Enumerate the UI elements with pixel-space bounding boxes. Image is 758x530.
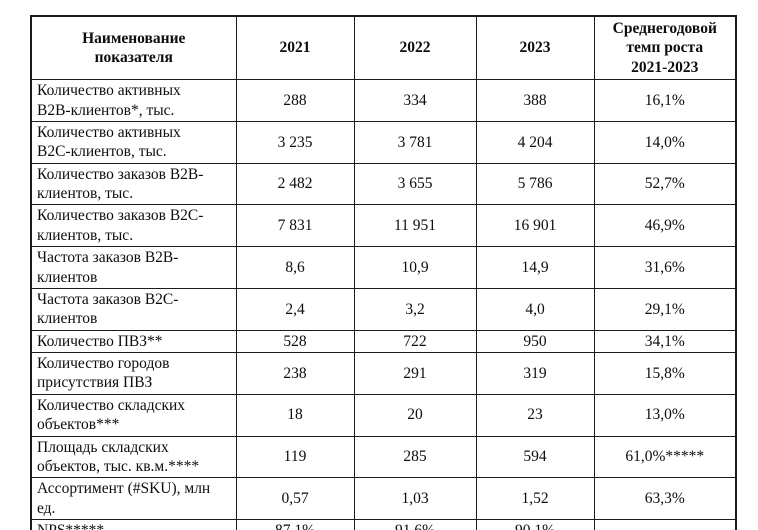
value-2021-cell: 119 [235, 435, 355, 479]
value-2022-cell: 3 655 [353, 162, 477, 206]
value-2023-cell: 594 [475, 435, 595, 479]
value-2021-cell: 528 [235, 329, 355, 354]
table-row: Частота заказов B2C- клиентов 2,4 3,2 4,… [30, 287, 737, 331]
table-row: Количество ПВЗ** 528 722 950 34,1% [30, 329, 737, 354]
value-2023-cell: 388 [475, 79, 595, 122]
value-2021-cell: 8,6 [235, 246, 355, 289]
value-2021-cell: 3 235 [235, 120, 355, 164]
kpi-table-wrapper: Наименование показателя 2021 2022 2023 С… [30, 15, 737, 530]
value-2021-cell: 2,4 [235, 287, 355, 331]
kpi-table: Наименование показателя 2021 2022 2023 С… [30, 15, 737, 530]
table-row: Количество активных B2B-клиентов*, тыс. … [30, 79, 737, 122]
value-2022-cell: 3,2 [353, 287, 477, 331]
metric-label-cell: NPS***** [30, 519, 237, 530]
cagr-cell: - [593, 519, 737, 530]
value-2021-cell: 2 482 [235, 162, 355, 206]
table-row: Ассортимент (#SKU), млн ед. 0,57 1,03 1,… [30, 477, 737, 520]
value-2023-cell: 14,9 [475, 246, 595, 289]
value-2022-cell: 1,03 [353, 477, 477, 520]
metric-label-cell: Количество активных B2C-клиентов, тыс. [30, 120, 237, 164]
header-cagr: Среднегодовой темп роста 2021-2023 [593, 15, 737, 81]
value-2023-cell: 16 901 [475, 204, 595, 248]
cagr-cell: 15,8% [593, 352, 737, 395]
value-2021-cell: 288 [235, 79, 355, 122]
metric-label-cell: Количество складских объектов*** [30, 393, 237, 437]
value-2023-cell: 90,1% [475, 519, 595, 530]
table-row: Количество активных B2C-клиентов, тыс. 3… [30, 120, 737, 164]
cagr-cell: 31,6% [593, 246, 737, 289]
cagr-cell: 63,3% [593, 477, 737, 520]
header-year-2022: 2022 [353, 15, 477, 81]
table-row: Частота заказов B2B- клиентов 8,6 10,9 1… [30, 246, 737, 289]
header-indicator-name: Наименование показателя [30, 15, 237, 81]
value-2022-cell: 334 [353, 79, 477, 122]
value-2023-cell: 319 [475, 352, 595, 395]
metric-label-cell: Площадь складских объектов, тыс. кв.м.**… [30, 435, 237, 479]
value-2021-cell: 18 [235, 393, 355, 437]
value-2021-cell: 0,57 [235, 477, 355, 520]
table-header-row: Наименование показателя 2021 2022 2023 С… [30, 15, 737, 81]
table-row: Количество заказов B2C- клиентов, тыс. 7… [30, 204, 737, 248]
header-year-2023: 2023 [475, 15, 595, 81]
metric-label-cell: Частота заказов B2C- клиентов [30, 287, 237, 331]
header-year-2021: 2021 [235, 15, 355, 81]
cagr-cell: 52,7% [593, 162, 737, 206]
value-2023-cell: 4,0 [475, 287, 595, 331]
table-row: Площадь складских объектов, тыс. кв.м.**… [30, 435, 737, 479]
metric-label-cell: Количество активных B2B-клиентов*, тыс. [30, 79, 237, 122]
value-2022-cell: 10,9 [353, 246, 477, 289]
metric-label-cell: Количество городов присутствия ПВЗ [30, 352, 237, 395]
value-2021-cell: 7 831 [235, 204, 355, 248]
cagr-cell: 13,0% [593, 393, 737, 437]
cagr-cell: 29,1% [593, 287, 737, 331]
value-2022-cell: 291 [353, 352, 477, 395]
table-row: Количество заказов B2B- клиентов, тыс. 2… [30, 162, 737, 206]
value-2022-cell: 11 951 [353, 204, 477, 248]
value-2023-cell: 950 [475, 329, 595, 354]
table-row: Количество городов присутствия ПВЗ 238 2… [30, 352, 737, 395]
metric-label-cell: Количество заказов B2B- клиентов, тыс. [30, 162, 237, 206]
value-2021-cell: 238 [235, 352, 355, 395]
cagr-cell: 46,9% [593, 204, 737, 248]
value-2023-cell: 5 786 [475, 162, 595, 206]
value-2022-cell: 722 [353, 329, 477, 354]
metric-label-cell: Количество заказов B2C- клиентов, тыс. [30, 204, 237, 248]
value-2023-cell: 23 [475, 393, 595, 437]
value-2022-cell: 91,6% [353, 519, 477, 530]
value-2022-cell: 3 781 [353, 120, 477, 164]
cagr-cell: 16,1% [593, 79, 737, 122]
metric-label-cell: Частота заказов B2B- клиентов [30, 246, 237, 289]
metric-label-cell: Количество ПВЗ** [30, 329, 237, 354]
cagr-cell: 34,1% [593, 329, 737, 354]
metric-label-cell: Ассортимент (#SKU), млн ед. [30, 477, 237, 520]
value-2023-cell: 4 204 [475, 120, 595, 164]
cagr-cell: 14,0% [593, 120, 737, 164]
cagr-cell: 61,0%***** [593, 435, 737, 479]
table-row: Количество складских объектов*** 18 20 2… [30, 393, 737, 437]
value-2023-cell: 1,52 [475, 477, 595, 520]
value-2021-cell: 87,1% [235, 519, 355, 530]
value-2022-cell: 20 [353, 393, 477, 437]
table-row: NPS***** 87,1% 91,6% 90,1% - [30, 519, 737, 530]
value-2022-cell: 285 [353, 435, 477, 479]
